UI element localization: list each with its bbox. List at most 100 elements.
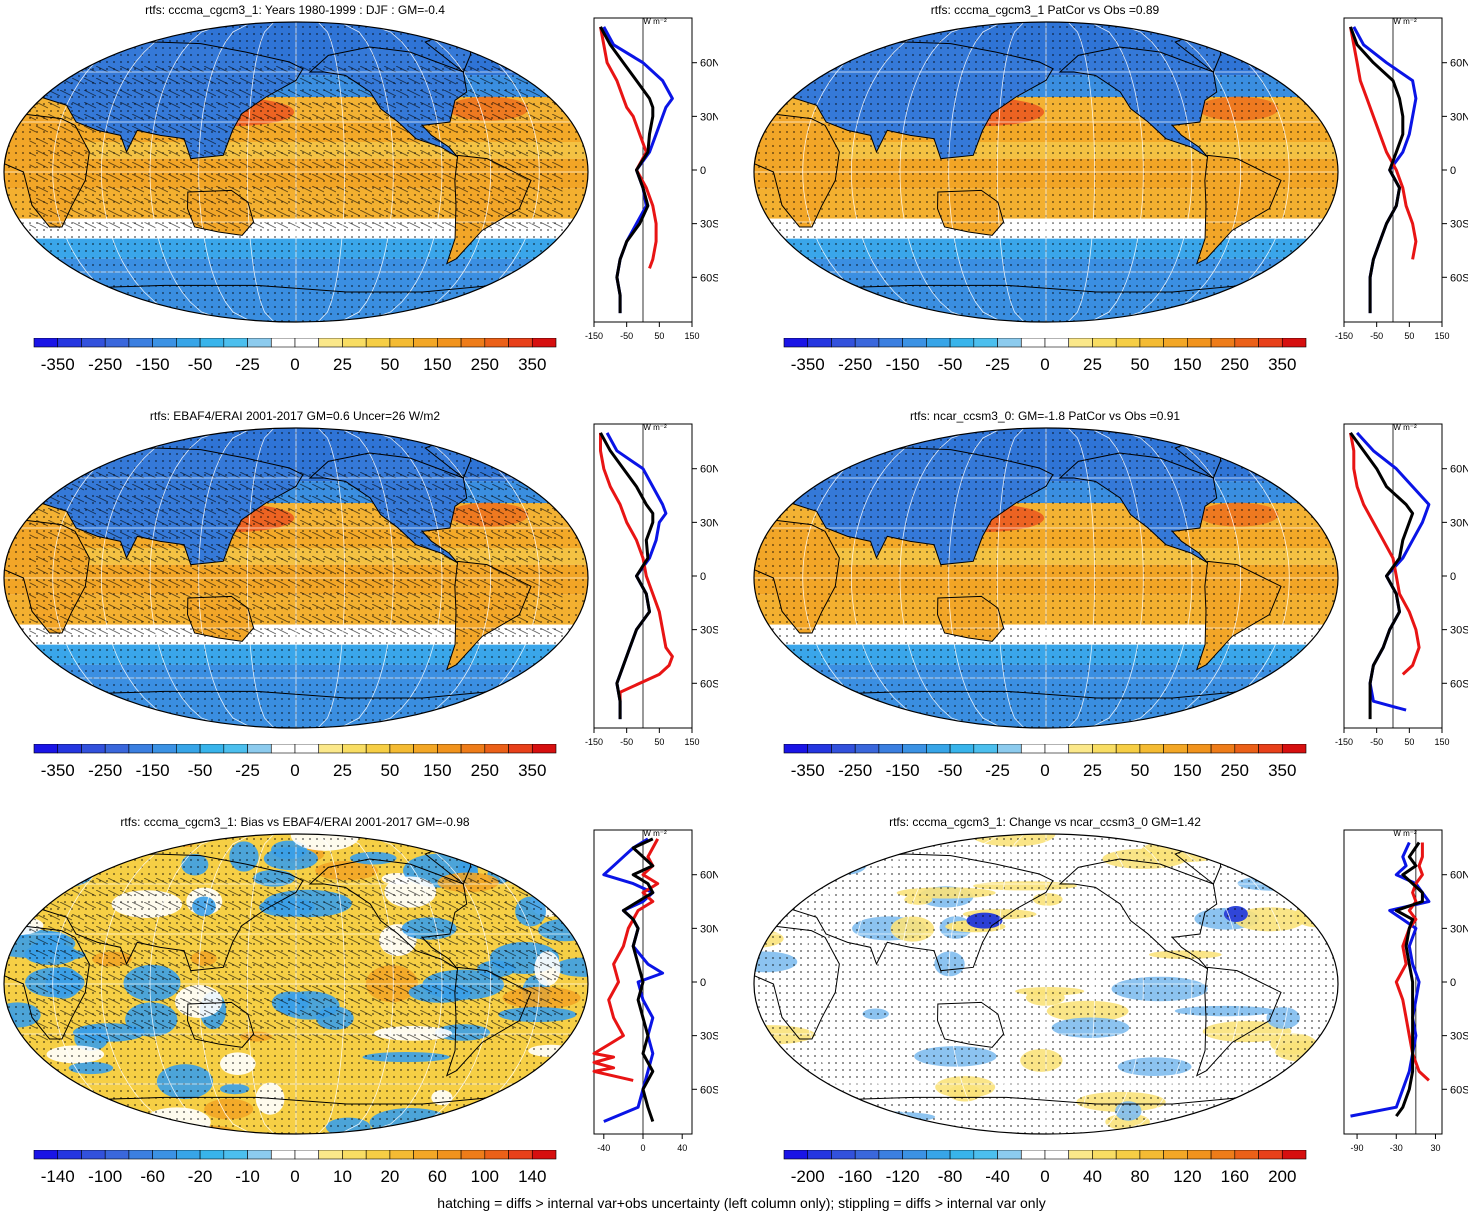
colorbar-label: -20 [188,1167,213,1186]
colorbar-label: -50 [938,355,963,374]
bias-blob [19,834,88,859]
colorbar-box [1115,744,1141,754]
zonal-line-red [599,26,658,269]
change-blob [1251,1106,1295,1130]
colorbar-box [342,1150,367,1160]
colorbar-box [437,1150,462,1160]
zonal-line-black [599,26,655,314]
lat-label: 60S [700,678,718,690]
lat-label: 30N [1450,111,1468,123]
bias-blob [4,899,30,912]
x-tick-label: -50 [620,737,633,747]
lat-label: 30N [700,923,718,935]
longitude-line [198,428,253,728]
x-tick-label: 150 [1434,331,1449,341]
colorbar-box [807,1150,832,1160]
australia-coastline [937,1001,1005,1048]
colorbar-box [973,1150,998,1160]
map-field [4,428,588,728]
colorbar-label: 150 [1173,355,1201,374]
colorbar-box [104,744,130,754]
longitude-line [317,428,346,728]
longitude-line [317,22,346,322]
zonal-mean-plot: W m⁻² 60N 30N 0 30S 60S -150 -50 50 150 [1335,17,1468,341]
bias-blob [481,1105,569,1134]
colorbar-box [104,1150,130,1160]
zonal-mean-plot: W m⁻² 60N 30N 0 30S 60S -90 -30 30 [1343,829,1468,1153]
colorbar-label: -50 [188,761,213,780]
colorbar-label: 0 [1040,355,1049,374]
colorbar-box [460,338,486,348]
colorbar-box [270,338,296,348]
colorbar-box [1044,1150,1070,1160]
zonal-line-black [1349,26,1405,314]
colorbar-box [1163,1150,1188,1160]
lat-label: 60N [1450,58,1468,70]
longitude-line [246,834,275,1134]
longitude-line [198,834,253,1134]
colorbar-box [878,338,903,348]
panel-title: rtfs: cccma_cgcm3_1: Bias vs EBAF4/ERAI … [120,815,470,829]
colorbar-box [878,744,903,754]
zonal-mean-plot: W m⁻² 60N 30N 0 30S 60S -150 -50 50 150 [585,17,718,341]
longitude-line [339,834,394,1134]
lat-label: 60S [700,1084,718,1096]
colorbar-label: 150 [1173,761,1201,780]
antarctica-coastline [813,1096,1279,1134]
lat-label: 30N [700,517,718,529]
colorbar-box [997,744,1022,754]
colorbar: -140 -100 -60 -20 -10 0 10 20 60 100 140 [33,1150,557,1186]
colorbar-box [365,338,391,348]
zonal-line-red [599,432,674,702]
lat-label: 60S [1450,678,1468,690]
x-tick-label: 50 [654,737,664,747]
lat-label: 30S [1450,1031,1468,1043]
colorbar-box [460,1150,486,1160]
colorbar-box [949,744,975,754]
colorbar-box [413,1150,438,1160]
colorbar-box [902,1150,927,1160]
colorbar-box [997,338,1022,348]
longitude-line [1067,834,1096,1134]
lat-label: 60S [700,272,718,284]
zonal-line-black [1349,432,1415,720]
x-tick-label: -40 [597,1143,610,1153]
colorbar-label: 0 [1040,1167,1049,1186]
colorbar-box [1210,1150,1236,1160]
longitude-line [100,428,209,728]
longitude-line [850,22,959,322]
colorbar-label: 150 [423,355,451,374]
colorbar-box [318,1150,343,1160]
colorbar-label: 250 [471,355,499,374]
colorbar-label: -160 [838,1167,872,1186]
colorbar-label: -350 [791,761,825,780]
bias-blob [20,1114,69,1134]
colorbar-box [1115,338,1141,348]
map-field [754,834,1338,1134]
colorbar-box [104,338,130,348]
colorbar-label: -120 [886,1167,920,1186]
colorbar-box [176,338,201,348]
bias-blob [468,1118,529,1134]
antarctica-coastline [63,284,529,322]
zonal-units: W m⁻² [1393,423,1417,432]
colorbar-box [342,744,367,754]
colorbar-box [807,338,832,348]
change-blob [1290,865,1319,879]
longitude-line [802,428,937,728]
map-border [753,21,1339,323]
colorbar-box [413,744,438,754]
change-blob [1158,834,1259,850]
colorbar-box [1187,338,1212,348]
colorbar-box [57,1150,82,1160]
colorbar-label: -250 [838,355,872,374]
samerica-coastline [445,560,532,671]
colorbar-label: -80 [938,1167,963,1186]
colorbar-label: 10 [333,1167,352,1186]
colorbar-box [294,1150,320,1160]
colorbar-box [1068,1150,1093,1160]
colorbar-box [1139,1150,1164,1160]
colorbar-box [152,1150,177,1160]
colorbar-box [508,338,533,348]
colorbar-box [199,744,225,754]
